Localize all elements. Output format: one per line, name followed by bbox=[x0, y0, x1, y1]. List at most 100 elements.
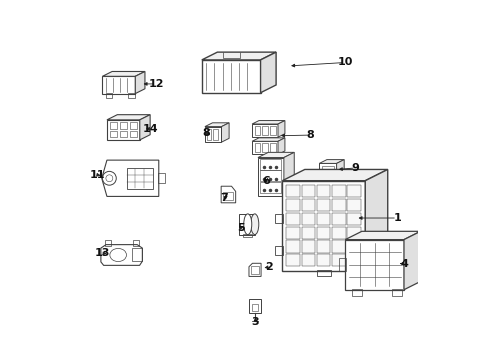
Bar bbox=[287, 213, 300, 225]
Bar bbox=[332, 213, 345, 225]
Bar bbox=[287, 199, 300, 211]
Text: 8: 8 bbox=[202, 129, 210, 138]
Polygon shape bbox=[221, 186, 236, 203]
Polygon shape bbox=[337, 159, 344, 181]
Bar bbox=[255, 143, 260, 152]
Bar bbox=[120, 131, 127, 137]
Bar bbox=[130, 122, 137, 129]
Text: 13: 13 bbox=[95, 248, 110, 258]
Circle shape bbox=[106, 175, 113, 182]
Bar bbox=[332, 199, 345, 211]
Polygon shape bbox=[258, 152, 294, 158]
Polygon shape bbox=[140, 115, 150, 140]
Bar bbox=[270, 126, 275, 135]
Bar bbox=[260, 170, 281, 181]
Bar bbox=[302, 227, 315, 239]
Text: 4: 4 bbox=[400, 258, 408, 269]
Polygon shape bbox=[319, 159, 344, 163]
Polygon shape bbox=[107, 115, 150, 120]
Polygon shape bbox=[278, 121, 285, 137]
Ellipse shape bbox=[244, 214, 252, 235]
Bar bbox=[347, 199, 361, 211]
Bar bbox=[287, 185, 300, 197]
Polygon shape bbox=[252, 138, 285, 141]
Text: 5: 5 bbox=[237, 223, 245, 233]
Bar bbox=[332, 254, 345, 266]
Bar bbox=[322, 166, 334, 178]
Text: 1: 1 bbox=[393, 213, 401, 223]
Ellipse shape bbox=[110, 248, 126, 262]
Text: 3: 3 bbox=[251, 317, 259, 327]
Bar bbox=[106, 93, 112, 98]
Polygon shape bbox=[252, 141, 278, 154]
Polygon shape bbox=[282, 170, 388, 181]
Polygon shape bbox=[282, 181, 365, 271]
Bar bbox=[332, 227, 345, 239]
Polygon shape bbox=[221, 123, 229, 142]
Text: 12: 12 bbox=[148, 79, 164, 89]
Polygon shape bbox=[102, 160, 159, 197]
Bar bbox=[240, 214, 254, 235]
Polygon shape bbox=[284, 152, 294, 195]
Bar bbox=[347, 254, 361, 266]
Bar bbox=[339, 258, 346, 271]
Bar bbox=[302, 254, 315, 266]
Bar bbox=[317, 254, 330, 266]
Bar bbox=[263, 126, 268, 135]
Polygon shape bbox=[205, 123, 229, 127]
Bar bbox=[260, 182, 281, 193]
Bar bbox=[133, 240, 139, 246]
Bar bbox=[347, 185, 361, 197]
Polygon shape bbox=[107, 120, 140, 140]
Polygon shape bbox=[261, 52, 276, 93]
Bar bbox=[332, 185, 345, 197]
Bar bbox=[223, 192, 233, 201]
Polygon shape bbox=[135, 72, 145, 94]
Bar bbox=[347, 227, 361, 239]
Bar bbox=[302, 199, 315, 211]
Polygon shape bbox=[101, 245, 143, 265]
Bar bbox=[332, 240, 345, 253]
Polygon shape bbox=[202, 52, 276, 60]
Bar bbox=[275, 214, 283, 222]
Bar bbox=[302, 213, 315, 225]
Text: 11: 11 bbox=[89, 170, 105, 180]
Polygon shape bbox=[252, 124, 278, 137]
Bar bbox=[347, 213, 361, 225]
Bar bbox=[213, 129, 218, 140]
Bar bbox=[287, 227, 300, 239]
Bar bbox=[110, 122, 117, 129]
Bar bbox=[251, 304, 259, 311]
Bar bbox=[222, 52, 240, 58]
Bar bbox=[263, 143, 268, 152]
Polygon shape bbox=[202, 60, 261, 93]
Bar bbox=[287, 240, 300, 253]
Bar bbox=[317, 185, 330, 197]
Bar bbox=[347, 240, 361, 253]
Text: 7: 7 bbox=[220, 193, 228, 203]
Bar bbox=[255, 126, 260, 135]
Circle shape bbox=[102, 171, 116, 185]
Text: 9: 9 bbox=[352, 163, 360, 173]
Polygon shape bbox=[102, 76, 135, 94]
Bar bbox=[317, 213, 330, 225]
Bar bbox=[317, 199, 330, 211]
Polygon shape bbox=[258, 158, 284, 195]
Bar bbox=[110, 131, 117, 137]
Bar bbox=[392, 289, 402, 296]
Bar bbox=[120, 122, 127, 129]
Bar bbox=[249, 299, 261, 314]
Bar bbox=[317, 240, 330, 253]
Bar bbox=[317, 227, 330, 239]
Polygon shape bbox=[102, 72, 145, 76]
Bar bbox=[352, 289, 362, 296]
Bar bbox=[270, 143, 275, 152]
Bar bbox=[260, 159, 281, 170]
Bar bbox=[287, 254, 300, 266]
Text: 6: 6 bbox=[262, 176, 270, 186]
Bar bbox=[128, 93, 135, 98]
Polygon shape bbox=[278, 138, 285, 154]
Bar bbox=[275, 246, 283, 255]
Polygon shape bbox=[404, 231, 420, 290]
Bar bbox=[302, 240, 315, 253]
